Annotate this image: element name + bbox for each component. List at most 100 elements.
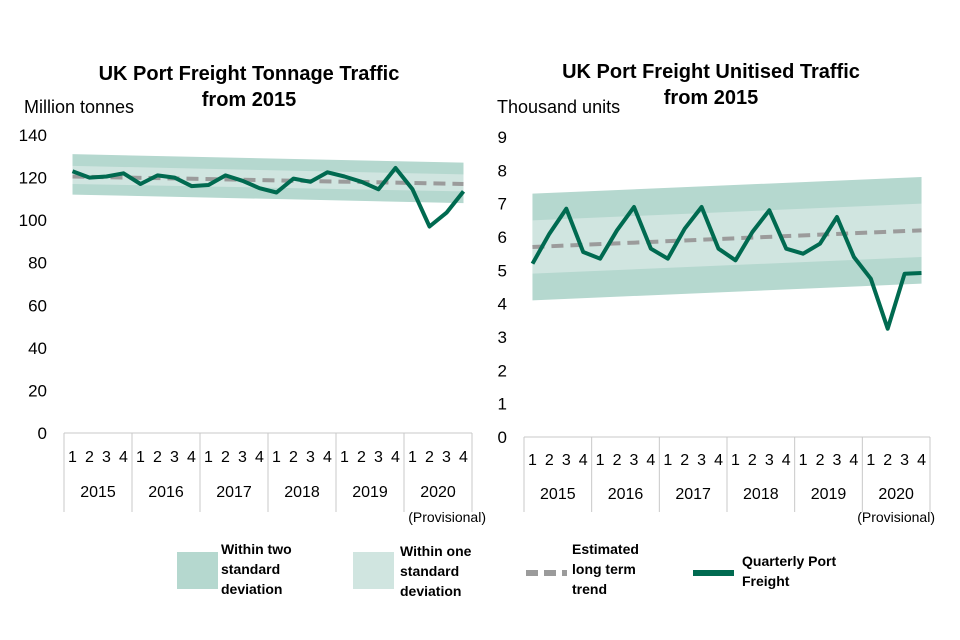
trend-line bbox=[72, 174, 464, 186]
x-quarter-label: 4 bbox=[323, 449, 332, 466]
y-tick-label: 60 bbox=[28, 296, 47, 315]
x-quarter-label: 4 bbox=[187, 449, 196, 466]
y-tick-label: 4 bbox=[498, 295, 507, 314]
y-axis-label: Million tonnes bbox=[24, 97, 134, 117]
x-quarter-label: 3 bbox=[562, 452, 571, 469]
x-quarter-label: 3 bbox=[765, 452, 774, 469]
legend-label-trend-line1: Estimated bbox=[572, 541, 639, 557]
x-quarter-label: 4 bbox=[119, 449, 128, 466]
x-year-label: 2016 bbox=[148, 484, 184, 501]
y-tick-label: 1 bbox=[498, 395, 507, 414]
x-quarter-label: 3 bbox=[238, 449, 247, 466]
y-tick-label: 120 bbox=[19, 169, 47, 188]
x-quarter-label: 4 bbox=[782, 452, 791, 469]
x-year-label: 2020 bbox=[878, 486, 914, 503]
y-tick-label: 140 bbox=[19, 126, 47, 145]
x-year-label: 2018 bbox=[284, 484, 320, 501]
x-quarter-label: 4 bbox=[459, 449, 468, 466]
freight-line bbox=[530, 205, 922, 331]
x-quarter-label: 3 bbox=[900, 452, 909, 469]
y-axis-label: Thousand units bbox=[497, 97, 620, 117]
trend-line bbox=[532, 228, 922, 249]
x-quarter-label: 4 bbox=[579, 452, 588, 469]
x-quarter-label: 1 bbox=[866, 452, 875, 469]
x-quarter-label: 2 bbox=[545, 452, 554, 469]
x-quarter-label: 4 bbox=[714, 452, 723, 469]
y-tick-label: 40 bbox=[28, 339, 47, 358]
x-quarter-label: 2 bbox=[85, 449, 94, 466]
x-quarter-label: 2 bbox=[748, 452, 757, 469]
x-quarter-label: 3 bbox=[374, 449, 383, 466]
legend-label-freight-line1: Quarterly Port bbox=[742, 553, 836, 569]
chart-title-line2: from 2015 bbox=[664, 87, 759, 109]
legend-swatch-two-sd bbox=[177, 552, 218, 589]
x-year-label: 2019 bbox=[352, 484, 388, 501]
x-quarter-label: 3 bbox=[630, 452, 639, 469]
x-quarter-label: 1 bbox=[136, 449, 145, 466]
x-year-label: 2015 bbox=[540, 486, 576, 503]
x-quarter-label: 1 bbox=[340, 449, 349, 466]
x-quarter-label: 2 bbox=[425, 449, 434, 466]
x-quarter-label: 2 bbox=[289, 449, 298, 466]
y-tick-label: 5 bbox=[498, 261, 507, 280]
legend-label-trend-line2: long term bbox=[572, 561, 636, 577]
legend-label-two-sd-line3: deviation bbox=[221, 581, 282, 597]
y-tick-label: 0 bbox=[38, 424, 47, 443]
x-quarter-label: 2 bbox=[883, 452, 892, 469]
x-quarter-label: 2 bbox=[153, 449, 162, 466]
provisional-note: (Provisional) bbox=[857, 509, 935, 525]
legend-swatch-one-sd bbox=[353, 552, 394, 589]
x-quarter-label: 2 bbox=[680, 452, 689, 469]
x-quarter-label: 3 bbox=[102, 449, 111, 466]
x-quarter-label: 3 bbox=[833, 452, 842, 469]
x-quarter-label: 1 bbox=[596, 452, 605, 469]
freight-line bbox=[71, 166, 466, 229]
chart-unitised: UK Port Freight Unitised Traffic from 201… bbox=[497, 61, 935, 525]
x-year-label: 2017 bbox=[675, 486, 711, 503]
x-year-label: 2020 bbox=[420, 484, 456, 501]
x-quarter-label: 2 bbox=[816, 452, 825, 469]
x-quarter-label: 3 bbox=[170, 449, 179, 466]
x-quarter-label: 3 bbox=[697, 452, 706, 469]
y-tick-label: 9 bbox=[498, 128, 507, 147]
legend-label-two-sd-line1: Within two bbox=[221, 541, 292, 557]
x-year-label: 2016 bbox=[608, 486, 644, 503]
chart-title-line1: UK Port Freight Unitised Traffic bbox=[562, 61, 860, 83]
x-quarter-label: 2 bbox=[357, 449, 366, 466]
y-tick-label: 80 bbox=[28, 254, 47, 273]
legend-label-two-sd-line2: standard bbox=[221, 561, 280, 577]
x-year-label: 2018 bbox=[743, 486, 779, 503]
x-quarter-label: 3 bbox=[306, 449, 315, 466]
y-tick-label: 7 bbox=[498, 195, 507, 214]
legend-label-freight-line2: Freight bbox=[742, 573, 790, 589]
x-quarter-label: 2 bbox=[613, 452, 622, 469]
legend-label-trend-line3: trend bbox=[572, 581, 607, 597]
x-quarter-label: 4 bbox=[255, 449, 264, 466]
x-quarter-label: 1 bbox=[272, 449, 281, 466]
y-tick-label: 6 bbox=[498, 228, 507, 247]
x-quarter-label: 1 bbox=[731, 452, 740, 469]
chart-title-line2: from 2015 bbox=[202, 89, 297, 111]
chart-tonnage: UK Port Freight Tonnage Traffic from 2015… bbox=[19, 63, 486, 525]
x-quarter-label: 3 bbox=[442, 449, 451, 466]
legend-label-one-sd-line1: Within one bbox=[400, 543, 472, 559]
x-quarter-label: 1 bbox=[408, 449, 417, 466]
y-tick-label: 0 bbox=[498, 428, 507, 447]
y-tick-label: 2 bbox=[498, 361, 507, 380]
x-quarter-label: 1 bbox=[663, 452, 672, 469]
x-quarter-label: 4 bbox=[917, 452, 926, 469]
x-quarter-label: 1 bbox=[204, 449, 213, 466]
y-tick-label: 20 bbox=[28, 381, 47, 400]
x-year-label: 2015 bbox=[80, 484, 116, 501]
x-year-label: 2019 bbox=[811, 486, 847, 503]
legend-label-one-sd-line3: deviation bbox=[400, 583, 461, 599]
x-quarter-label: 4 bbox=[849, 452, 858, 469]
y-tick-label: 8 bbox=[498, 161, 507, 180]
x-quarter-label: 1 bbox=[528, 452, 537, 469]
provisional-note: (Provisional) bbox=[408, 509, 486, 525]
x-year-label: 2017 bbox=[216, 484, 252, 501]
legend: Within two standard deviation Within one… bbox=[177, 541, 836, 599]
x-quarter-label: 1 bbox=[799, 452, 808, 469]
chart-title-line1: UK Port Freight Tonnage Traffic bbox=[99, 63, 400, 85]
